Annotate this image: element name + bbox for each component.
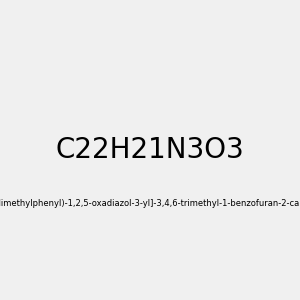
Text: N-[4-(3,4-dimethylphenyl)-1,2,5-oxadiazol-3-yl]-3,4,6-trimethyl-1-benzofuran-2-c: N-[4-(3,4-dimethylphenyl)-1,2,5-oxadiazo… — [0, 200, 300, 208]
Text: C22H21N3O3: C22H21N3O3 — [56, 136, 244, 164]
